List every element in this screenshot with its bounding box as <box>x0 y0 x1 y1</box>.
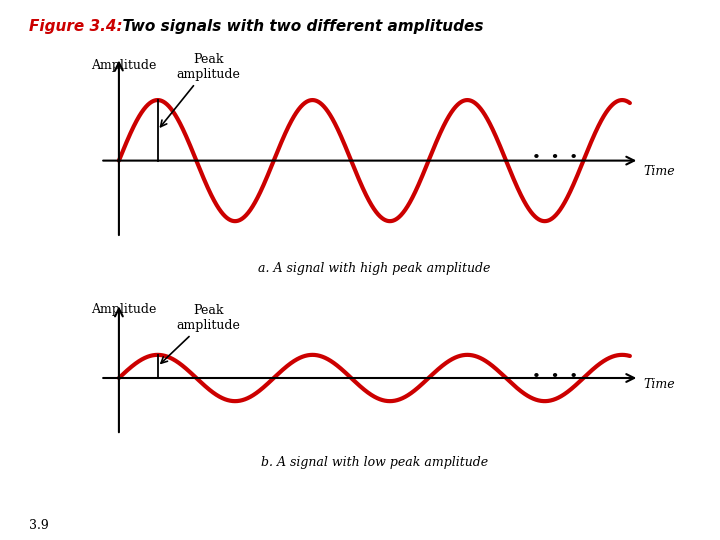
Text: Figure 3.4:: Figure 3.4: <box>29 19 122 34</box>
Text: Amplitude: Amplitude <box>91 302 156 316</box>
Text: •  •  •: • • • <box>533 370 579 384</box>
Text: Two signals with two different amplitudes: Two signals with two different amplitude… <box>112 19 483 34</box>
Text: Peak
amplitude: Peak amplitude <box>161 304 240 363</box>
Text: Time: Time <box>644 165 675 178</box>
Text: b. A signal with low peak amplitude: b. A signal with low peak amplitude <box>261 456 488 469</box>
Text: 3.9: 3.9 <box>29 519 48 532</box>
Text: Peak
amplitude: Peak amplitude <box>161 53 240 127</box>
Text: Amplitude: Amplitude <box>91 59 156 72</box>
Text: •  •  •: • • • <box>533 151 579 165</box>
Text: a. A signal with high peak amplitude: a. A signal with high peak amplitude <box>258 262 490 275</box>
Text: Time: Time <box>644 379 675 392</box>
